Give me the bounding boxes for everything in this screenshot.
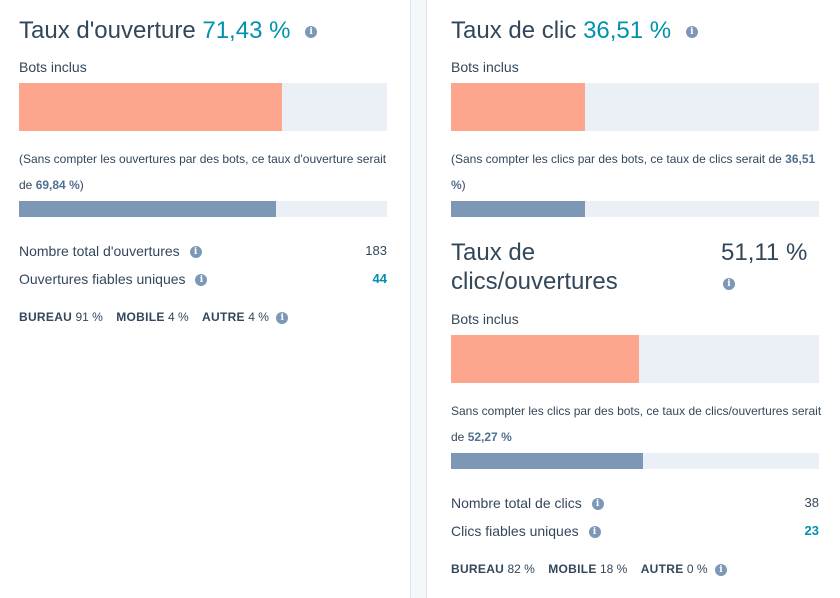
device-value-desktop: 91 % bbox=[75, 310, 103, 324]
device-label-desktop: BUREAU bbox=[451, 562, 505, 576]
click-rate-panel: Taux de clic 36,51 % i Bots inclus (Sans… bbox=[427, 0, 840, 598]
cto-rate-title: Taux de clics/ouvertures bbox=[451, 238, 618, 296]
open-rate-note-text: (Sans compter les ouvertures par des bot… bbox=[19, 152, 387, 192]
unique-clicks-label: Clics fiables uniques i bbox=[451, 521, 601, 541]
info-icon[interactable]: i bbox=[714, 563, 727, 576]
click-rate-bots-bar-fill bbox=[451, 83, 586, 131]
open-rate-title-text: Taux d'ouverture bbox=[19, 17, 196, 44]
click-rate-note-text: (Sans compter les clics par des bots, ce… bbox=[451, 152, 782, 166]
total-opens-label: Nombre total d'ouvertures i bbox=[19, 241, 202, 261]
device-label-other: AUTRE bbox=[202, 310, 245, 324]
panel-divider bbox=[410, 0, 427, 598]
open-rate-excl-bar-fill bbox=[19, 201, 276, 217]
info-icon[interactable]: i bbox=[305, 25, 318, 38]
cto-rate-bots-bar-fill bbox=[451, 335, 640, 383]
click-rate-title-text: Taux de clic bbox=[451, 17, 577, 44]
click-devices-breakdown: BUREAU 82 % MOBILE 18 % AUTRE 0 % i bbox=[451, 560, 727, 578]
cto-rate-note-value: 52,27 % bbox=[467, 430, 512, 444]
unique-clicks-value[interactable]: 23 bbox=[804, 523, 819, 538]
info-icon[interactable]: i bbox=[723, 278, 735, 290]
device-label-desktop: BUREAU bbox=[19, 310, 73, 324]
cto-rate-note-text: Sans compter les clics par des bots, ce … bbox=[451, 404, 822, 444]
total-clicks-label: Nombre total de clics i bbox=[451, 493, 604, 513]
click-rate-title: Taux de clic 36,51 % i bbox=[451, 16, 698, 46]
cto-rate-bots-bar bbox=[451, 335, 819, 383]
info-icon[interactable]: i bbox=[588, 526, 601, 539]
cto-rate-note: Sans compter les clics par des bots, ce … bbox=[451, 398, 823, 450]
device-value-other: 0 % bbox=[686, 562, 708, 576]
cto-rate-title-line2: clics/ouvertures bbox=[451, 268, 618, 295]
unique-opens-label-text: Ouvertures fiables uniques bbox=[19, 271, 186, 287]
unique-opens-label: Ouvertures fiables uniques i bbox=[19, 269, 208, 289]
open-devices-breakdown: BUREAU 91 % MOBILE 4 % AUTRE 4 % i bbox=[19, 308, 289, 326]
total-clicks-value: 38 bbox=[804, 495, 819, 510]
cto-rate-excl-bar-fill bbox=[451, 453, 644, 469]
click-rate-bots-bar bbox=[451, 83, 819, 131]
device-value-desktop: 82 % bbox=[507, 562, 535, 576]
click-rate-note: (Sans compter les clics par des bots, ce… bbox=[451, 146, 823, 198]
device-value-mobile: 18 % bbox=[600, 562, 628, 576]
device-value-other: 4 % bbox=[248, 310, 269, 324]
info-icon[interactable]: i bbox=[195, 274, 208, 287]
click-rate-note-value: 36,51 % bbox=[451, 152, 816, 192]
device-label-mobile: MOBILE bbox=[116, 310, 165, 324]
open-rate-bots-bar bbox=[19, 83, 387, 131]
open-rate-note-value: 69,84 % bbox=[35, 178, 80, 192]
info-icon[interactable]: i bbox=[591, 498, 604, 511]
info-icon[interactable]: i bbox=[189, 246, 202, 259]
bots-included-label: Bots inclus bbox=[451, 59, 519, 75]
unique-opens-value[interactable]: 44 bbox=[372, 271, 387, 286]
device-label-mobile: MOBILE bbox=[548, 562, 597, 576]
open-rate-bots-bar-fill bbox=[19, 83, 282, 131]
info-icon[interactable]: i bbox=[685, 25, 698, 38]
bots-included-label: Bots inclus bbox=[19, 59, 87, 75]
device-value-mobile: 4 % bbox=[168, 310, 189, 324]
cto-rate-excl-bar bbox=[451, 453, 819, 469]
unique-clicks-label-text: Clics fiables uniques bbox=[451, 523, 579, 539]
open-rate-title: Taux d'ouverture 71,43 % i bbox=[19, 16, 318, 46]
bots-included-label: Bots inclus bbox=[451, 311, 519, 327]
click-rate-excl-bar bbox=[451, 201, 819, 217]
total-opens-value: 183 bbox=[365, 243, 387, 258]
cto-rate-value: 51,11 % bbox=[721, 239, 808, 266]
click-rate-note-suffix: ) bbox=[461, 178, 466, 192]
open-rate-note: (Sans compter les ouvertures par des bot… bbox=[19, 146, 389, 198]
open-rate-excl-bar bbox=[19, 201, 387, 217]
open-rate-panel: Taux d'ouverture 71,43 % i Bots inclus (… bbox=[0, 0, 410, 598]
click-rate-value: 36,51 % bbox=[583, 17, 672, 44]
device-label-other: AUTRE bbox=[640, 562, 684, 576]
total-clicks-label-text: Nombre total de clics bbox=[451, 495, 582, 511]
cto-rate-title-line1: Taux de bbox=[451, 239, 536, 266]
open-rate-value: 71,43 % bbox=[202, 17, 291, 44]
click-rate-excl-bar-fill bbox=[451, 201, 586, 217]
open-rate-note-suffix: ) bbox=[79, 178, 84, 192]
info-icon[interactable]: i bbox=[276, 311, 289, 324]
total-opens-label-text: Nombre total d'ouvertures bbox=[19, 243, 180, 259]
